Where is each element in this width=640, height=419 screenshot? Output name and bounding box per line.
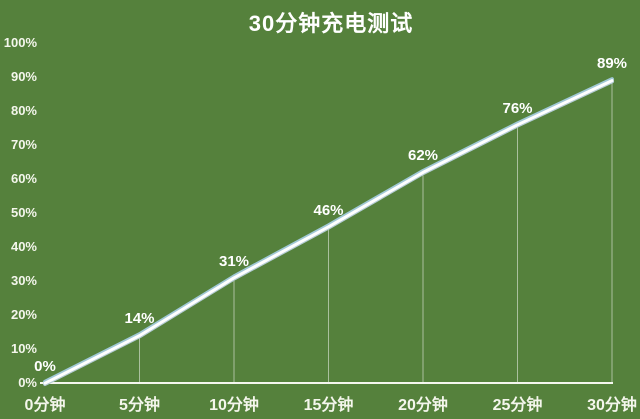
- y-axis-label: 60%: [10, 171, 37, 186]
- data-point-label: 89%: [596, 55, 628, 73]
- y-axis-label: 100%: [3, 35, 37, 50]
- x-axis-label: 5分钟: [119, 397, 160, 414]
- x-axis-label: 30分钟: [587, 397, 637, 414]
- data-point-label: 46%: [313, 201, 344, 219]
- data-point-label: 31%: [218, 252, 250, 270]
- x-axis-label: 25分钟: [492, 397, 543, 414]
- data-point-label: 0%: [34, 358, 56, 375]
- line-main: [43, 79, 614, 385]
- x-axis-label: 10分钟: [209, 397, 259, 414]
- data-point-label: 62%: [407, 147, 439, 165]
- y-axis-label: 70%: [10, 137, 37, 152]
- x-axis-label: 15分钟: [303, 397, 354, 414]
- y-axis-label: 10%: [10, 341, 37, 356]
- x-axis-label: 0分钟: [24, 397, 66, 414]
- y-axis-label: 0%: [18, 375, 37, 390]
- data-point-label: 76%: [502, 99, 533, 117]
- y-axis-label: 90%: [10, 69, 37, 84]
- y-axis-label: 50%: [10, 205, 37, 220]
- y-axis-label: 30%: [10, 273, 37, 288]
- data-point-label: 14%: [124, 310, 155, 328]
- chart-title: 30分钟充电测试: [248, 11, 414, 36]
- y-axis-label: 80%: [10, 103, 37, 118]
- y-axis-label: 40%: [10, 239, 37, 254]
- x-axis-label: 20分钟: [398, 397, 448, 414]
- y-axis-label: 20%: [10, 307, 37, 322]
